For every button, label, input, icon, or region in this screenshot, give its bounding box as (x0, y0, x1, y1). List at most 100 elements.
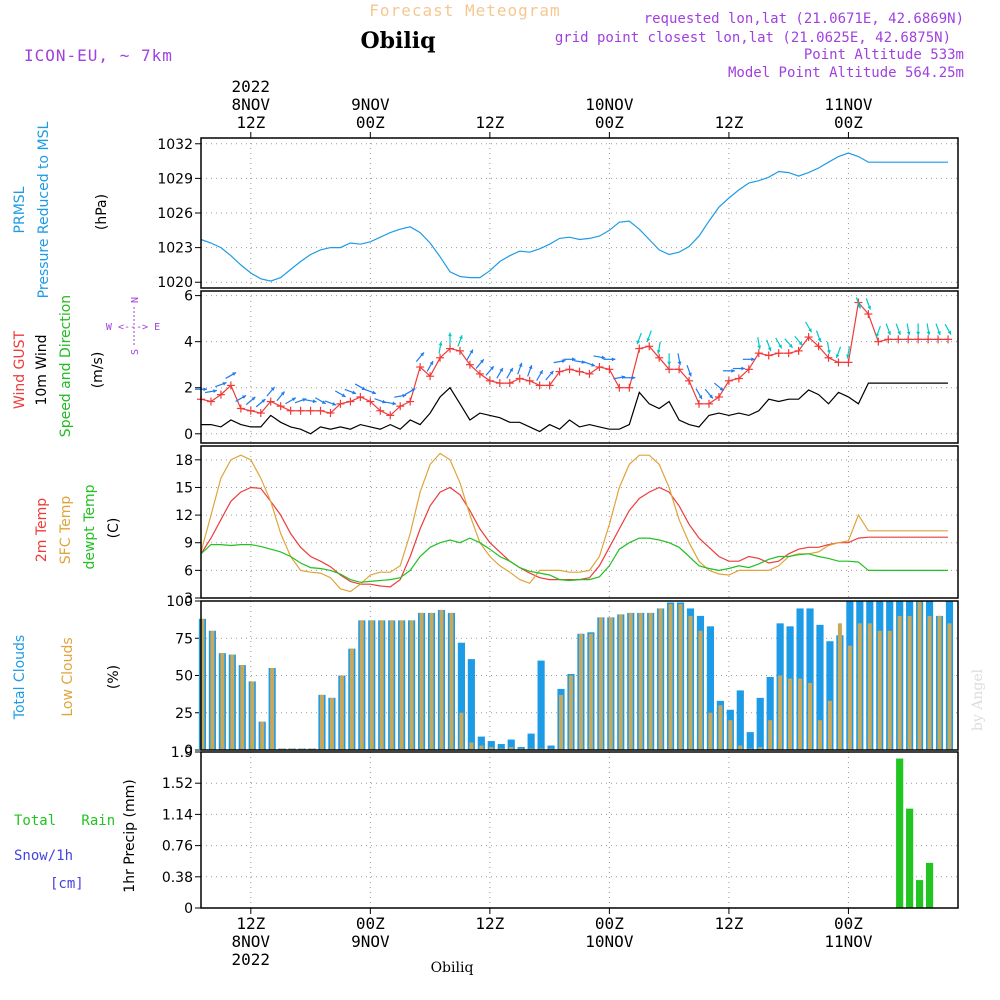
gust-marker (226, 381, 235, 390)
wind-arrow (334, 390, 346, 398)
low-cloud-bar (449, 612, 454, 750)
gust-label: Wind GUST (12, 330, 28, 409)
wind-arrow-head (518, 362, 523, 367)
wind-ytick-label: 0 (184, 427, 193, 443)
temperature-ytick-label: 18 (175, 453, 193, 469)
gust-marker (685, 376, 694, 385)
low-cloud-bar (668, 603, 673, 750)
wind-arrow-head (549, 370, 554, 375)
wind-arrow (276, 391, 286, 402)
top-hour-label: 00Z (834, 113, 863, 132)
wind-arrow-head (937, 331, 941, 336)
compass-north: N (130, 297, 141, 303)
model-label: ICON-EU, ~ 7km (24, 46, 173, 65)
low-cloud-bar (678, 603, 683, 750)
gust-marker (784, 349, 793, 358)
wind-arrow (415, 352, 425, 362)
wind-arrow-head (601, 355, 606, 360)
wind-arrow (742, 357, 755, 362)
bottom-hour-label: 00Z (595, 914, 624, 933)
low-cloud-bar (808, 682, 813, 750)
wind-arrow-head (539, 370, 543, 375)
wind-line (201, 382, 948, 435)
total-cloud-bar (826, 641, 834, 750)
gust-marker (754, 349, 763, 358)
bottom-day-label: 9NOV (351, 932, 390, 951)
temperature-ytick-label: 3 (184, 591, 193, 607)
low-cloud-bar (230, 654, 235, 750)
dewpt-line (200, 537, 948, 583)
wind-arrow (916, 323, 921, 336)
low-cloud-bar (598, 617, 603, 750)
top-day-label: 11NOV (824, 95, 873, 114)
total-cloud-bar (477, 736, 485, 750)
wind-arrow-head (741, 366, 745, 371)
gust-marker (605, 365, 614, 374)
low-cloud-bar (758, 747, 763, 750)
footer-location: Obiliq (431, 960, 474, 976)
low-cloud-bar (768, 720, 773, 750)
low-cloud-bar (798, 678, 803, 750)
wind-arrow (426, 360, 434, 372)
pressure-background (201, 138, 958, 288)
wind-arrow (835, 346, 842, 359)
low-cloud-bar (728, 720, 733, 750)
low-cloud-bar (489, 747, 494, 750)
clouds-ytick-label: 50 (175, 669, 193, 685)
wind-arrow (935, 323, 941, 336)
clouds-ytick-label: 0 (184, 743, 193, 759)
wind-arrow-head (222, 381, 227, 386)
gust-marker (406, 397, 415, 406)
low-cloud-bar (907, 615, 912, 750)
wind-arrow (722, 368, 735, 373)
wind-arrow (623, 375, 636, 380)
wind-arrow (225, 371, 237, 379)
bottom-hour-label: 12Z (475, 914, 504, 933)
total-cloud-bar (467, 659, 475, 750)
low-cloud-bar (897, 615, 902, 750)
wind-arrow-head (808, 328, 812, 333)
low-cloud-bar (827, 700, 832, 750)
wind-arrow (895, 323, 901, 336)
wind-arrow (704, 388, 714, 399)
low-cloud-bar (349, 648, 354, 750)
temperature-ytick-label: 15 (175, 480, 193, 496)
top-hour-label: 12Z (236, 113, 265, 132)
pressure-label-2: Pressure Reduced to MSL (36, 121, 52, 298)
gust-marker (794, 346, 803, 355)
clouds-ytick-label: 25 (175, 706, 193, 722)
wind-arrow-head (897, 331, 901, 336)
wind-arrow-head (232, 372, 237, 376)
gust-marker (555, 367, 564, 376)
gust-marker (744, 365, 753, 374)
wind-arrow (517, 362, 523, 375)
panel-border (200, 137, 959, 289)
total-cloud-bar (736, 690, 744, 750)
low-cloud-bar (578, 633, 583, 750)
low-cloud-bar (847, 645, 852, 750)
low-cloud-label: Low Clouds (60, 637, 76, 716)
wind-arrow-head (361, 386, 366, 390)
precip-background (201, 752, 958, 908)
wind-arrow-head (213, 389, 217, 394)
gust-marker (505, 379, 514, 388)
precip-panel-labels: Total Rain Snow/1h [cm] 1hr Precip (mm) (14, 779, 138, 892)
total-cloud-bar (766, 676, 774, 750)
gust-marker (804, 333, 813, 342)
rain-bar (925, 862, 934, 908)
wind-arrow (485, 365, 495, 376)
low-cloud-bar (778, 675, 783, 750)
precip-ytick-label: 1.9 (171, 745, 193, 761)
wind-arrow-head (341, 393, 346, 397)
wind-arrow (245, 396, 256, 406)
bottom-day-label: 8NOV (232, 932, 271, 951)
plot-area: 1020 1023 1026 1029 1032 0 2 4 6 3 6 9 12 15 18 0 25 50 75… (157, 137, 958, 917)
wind-arrow-head (402, 393, 407, 398)
low-cloud-bar (429, 612, 434, 750)
wind-arrow (255, 398, 266, 408)
clouds-ytick-label: 75 (175, 631, 193, 647)
wind-arrow-head (916, 331, 921, 336)
low-cloud-bar (369, 620, 374, 750)
low-cloud-bar (588, 633, 593, 750)
